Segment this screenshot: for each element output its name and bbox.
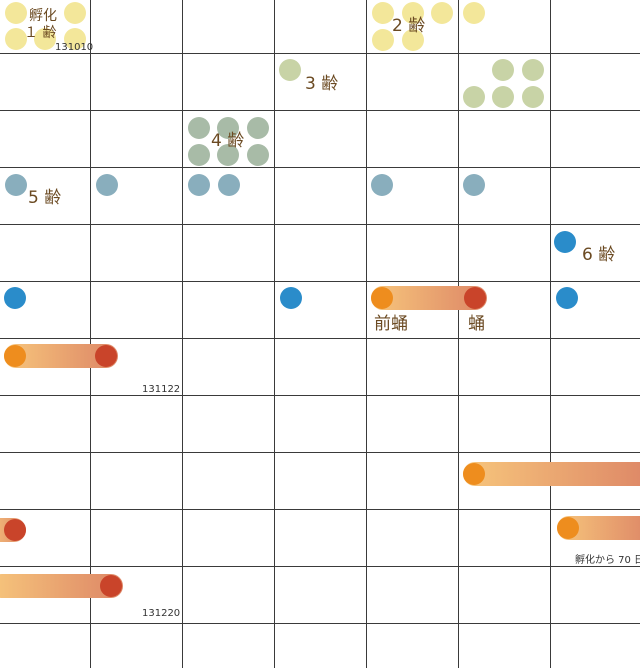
grid-column-line [274, 0, 275, 668]
instar-2-dot [372, 29, 394, 51]
grid-row-line [0, 566, 640, 567]
instar-5-label: 5 齢 [28, 188, 62, 208]
instar-2-dot [402, 2, 424, 24]
grid-row-line [0, 338, 640, 339]
prepupa-dot [371, 287, 393, 309]
grid-column-line [366, 0, 367, 668]
instar-1-dot [64, 2, 86, 24]
instar-5-dot [371, 174, 393, 196]
instar-1-label: １ 齢 [24, 25, 57, 41]
instar-6-dot [556, 287, 578, 309]
instar-2-dot [402, 29, 424, 51]
instar-6-label: 6 齢 [582, 245, 616, 265]
instar-3-dot [463, 86, 485, 108]
grid-column-line [90, 0, 91, 668]
instar-3-label: 3 齢 [305, 74, 339, 94]
instar-4-label: 4 齢 [211, 131, 245, 151]
prepupa-dot [557, 517, 579, 539]
instar-1-dot [64, 28, 86, 50]
days-from-hatch-label: 孵化から 70 日 [575, 555, 640, 566]
instar-6-dot [554, 231, 576, 253]
instar-3-dot [492, 59, 514, 81]
grid-row-line [0, 53, 640, 54]
instar-6-dot [4, 287, 26, 309]
grid-row-line [0, 452, 640, 453]
grid-row-line [0, 623, 640, 624]
instar-1-dot [34, 28, 56, 50]
grid-row-line [0, 167, 640, 168]
instar-1-dot [5, 2, 27, 24]
instar-4-dot [217, 117, 239, 139]
prepupa-dot [4, 345, 26, 367]
grid-column-line [550, 0, 551, 668]
instar-6-dot [280, 287, 302, 309]
pupa-dot [4, 519, 26, 541]
prepupa-to-pupa-bar [463, 462, 640, 486]
instar-4-dot [188, 144, 210, 166]
prepupa-label: 前蛹 [374, 314, 408, 334]
grid-row-line [0, 509, 640, 510]
instar-2-dot [431, 2, 453, 24]
instar-4-dot [247, 144, 269, 166]
grid-row-line [0, 281, 640, 282]
instar-4-dot [247, 117, 269, 139]
date-label: 131220 [142, 608, 181, 619]
pupa-dot [100, 575, 122, 597]
grid-row-line [0, 395, 640, 396]
instar-3-dot [522, 59, 544, 81]
grid-row-line [0, 224, 640, 225]
grid-column-line [458, 0, 459, 668]
instar-2-dot [372, 2, 394, 24]
instar-3-dot [522, 86, 544, 108]
instar-5-dot [5, 174, 27, 196]
instar-4-dot [217, 144, 239, 166]
pupa-label: 蛹 [468, 314, 485, 334]
instar-5-dot [188, 174, 210, 196]
instar-4-dot [188, 117, 210, 139]
instar-5-dot [463, 174, 485, 196]
pupa-dot [464, 287, 486, 309]
grid-row-line [0, 110, 640, 111]
grid-column-line [182, 0, 183, 668]
instar-3-dot [492, 86, 514, 108]
instar-2-label: 2 齢 [392, 16, 426, 36]
instar-5-dot [96, 174, 118, 196]
prepupa-dot [463, 463, 485, 485]
hatch-label: 孵化 [29, 8, 57, 24]
instar-2-dot [463, 2, 485, 24]
pupa-dot [95, 345, 117, 367]
instar-3-dot [279, 59, 301, 81]
date-label: 131122 [142, 384, 181, 395]
instar-1-dot [5, 28, 27, 50]
instar-5-dot [218, 174, 240, 196]
date-label: 131010 [55, 42, 94, 53]
